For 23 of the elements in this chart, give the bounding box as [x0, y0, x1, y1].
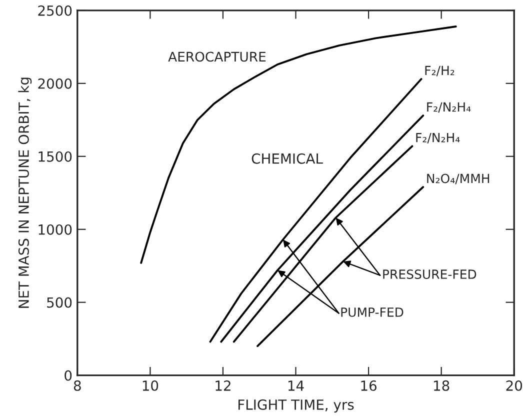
x-tick-label: 20 [506, 380, 522, 391]
annotation: PRESSURE-FED [383, 270, 476, 279]
x-tick-label: 14 [288, 380, 304, 391]
y-tick-label: 500 [47, 297, 72, 308]
series-label: F₂/N₂H₄ [416, 133, 460, 144]
series-label: F₂/H₂ [425, 66, 454, 76]
x-tick-label: 12 [216, 380, 230, 391]
x-tick-label: 18 [434, 380, 450, 391]
series-label: F₂/N₂H₄ [427, 102, 471, 113]
y-tick-label: 2500 [38, 5, 72, 16]
x-tick-label: 10 [142, 380, 158, 391]
y-tick-label: 0 [64, 370, 72, 381]
annotation: PUMP-FED [341, 308, 404, 317]
x-tick-label: 16 [361, 380, 377, 391]
y-tick-label: 1500 [38, 151, 72, 162]
series-label: AEROCAPTURE [168, 52, 266, 62]
y-tick-label: 1000 [38, 224, 72, 235]
y-axis-title: NET MASS IN NEPTUNE ORBIT, kg [18, 78, 32, 308]
series-label: N₂O₄/MMH [427, 174, 490, 184]
y-tick-label: 2000 [38, 78, 72, 89]
x-tick-label: 8 [74, 380, 81, 391]
annotation: CHEMICAL [252, 153, 323, 164]
x-axis-title: FLIGHT TIME, yrs [238, 399, 354, 413]
